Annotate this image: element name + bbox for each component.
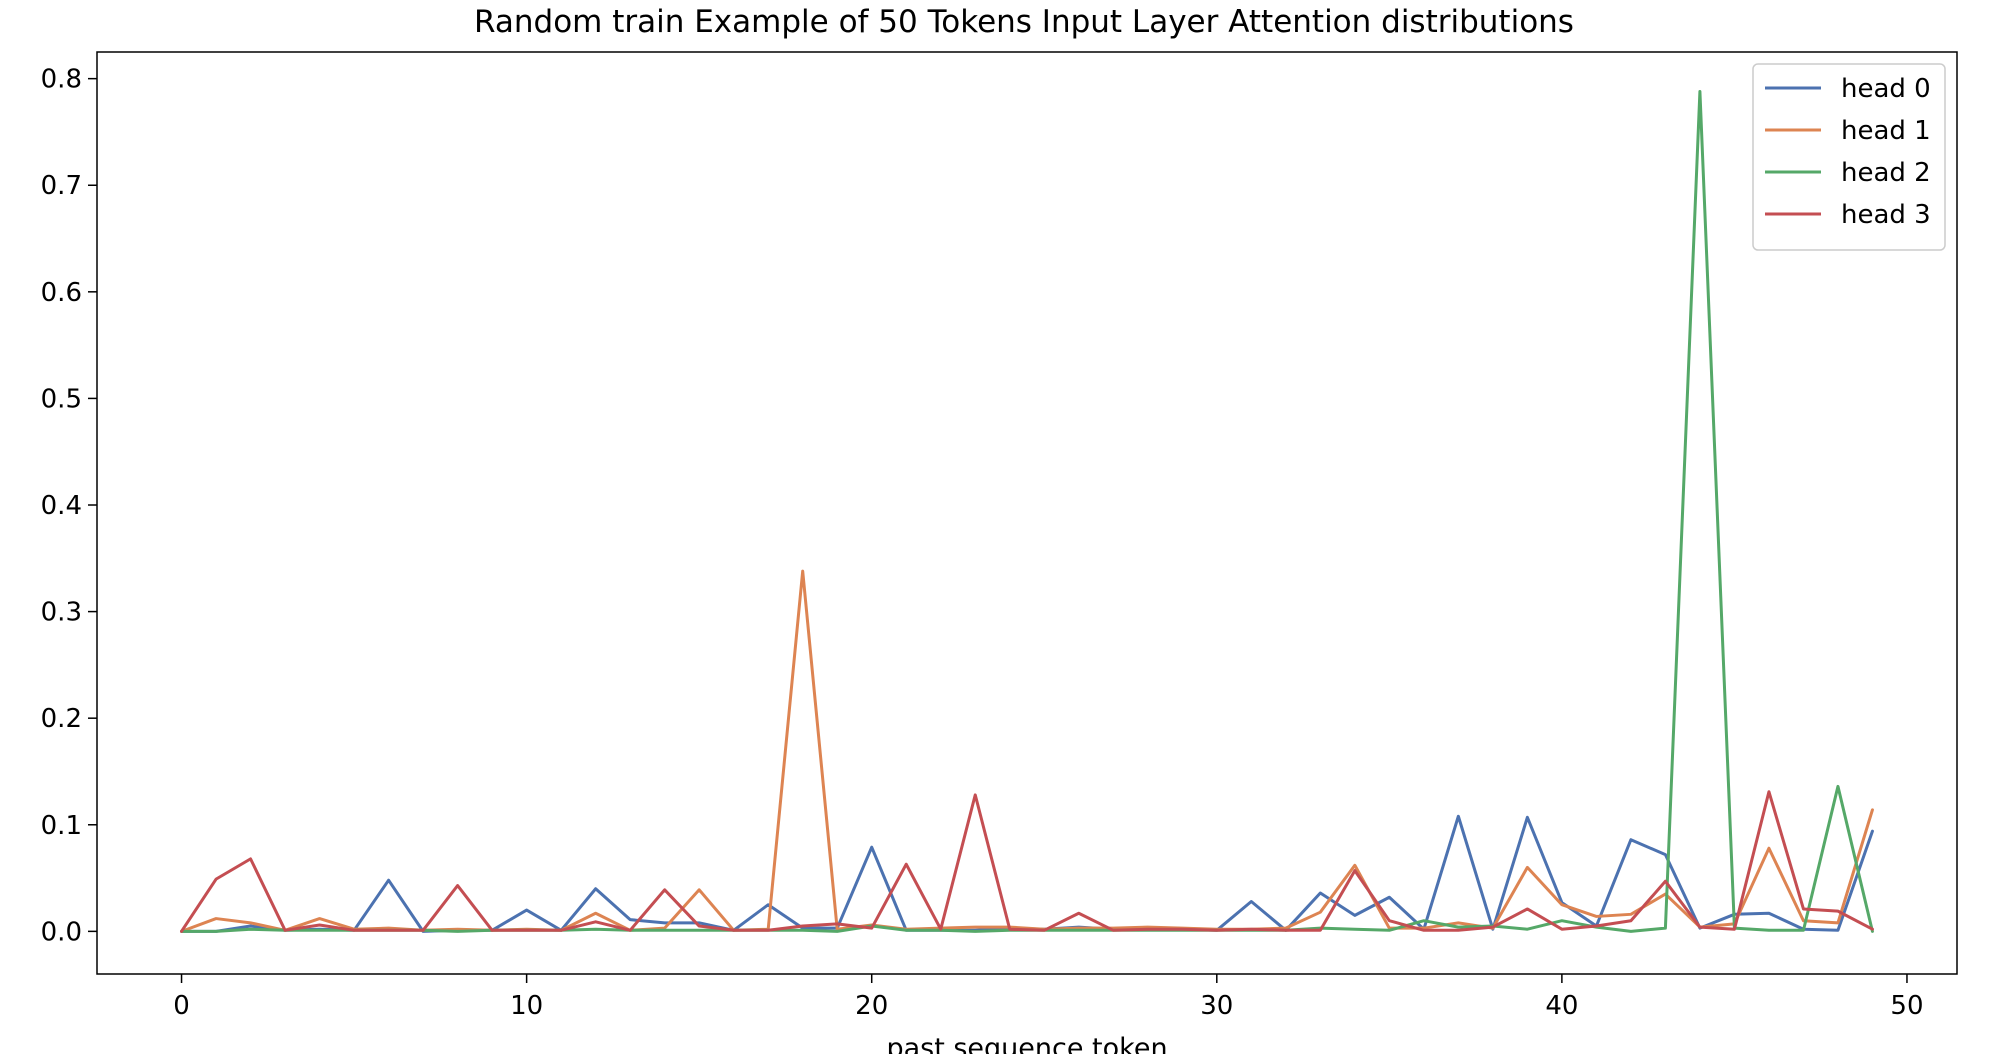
plot-area bbox=[180, 89, 1874, 933]
series-line-head-1 bbox=[180, 569, 1874, 933]
legend-label: head 1 bbox=[1841, 116, 1931, 146]
legend-label: head 3 bbox=[1841, 200, 1931, 230]
y-tick-label: 0.5 bbox=[41, 384, 82, 414]
legend-label: head 2 bbox=[1841, 158, 1931, 188]
x-tick-label: 50 bbox=[1890, 991, 1923, 1021]
y-tick-label: 0.6 bbox=[41, 278, 82, 308]
x-tick-label: 20 bbox=[855, 991, 888, 1021]
legend-label: head 0 bbox=[1841, 74, 1931, 104]
y-tick-label: 0.0 bbox=[41, 917, 82, 947]
chart-title: Random train Example of 50 Tokens Input … bbox=[474, 4, 1574, 40]
y-tick-label: 0.8 bbox=[41, 65, 82, 95]
x-axis-label: past sequence token bbox=[886, 1033, 1167, 1054]
y-tick-label: 0.4 bbox=[41, 491, 82, 521]
x-axis: 0 10 20 30 40 50 bbox=[173, 974, 1924, 1021]
y-tick-label: 0.3 bbox=[41, 598, 82, 628]
y-axis: 0.0 0.1 0.2 0.3 0.4 0.5 0.6 0.7 0.8 bbox=[41, 65, 97, 947]
y-tick-label: 0.2 bbox=[41, 704, 82, 734]
series-line-head-3 bbox=[180, 790, 1874, 933]
x-tick-label: 10 bbox=[510, 991, 543, 1021]
legend-box bbox=[1752, 63, 1946, 251]
x-tick-label: 30 bbox=[1200, 991, 1233, 1021]
plot-frame bbox=[96, 51, 1958, 975]
y-tick-label: 0.1 bbox=[41, 811, 82, 841]
legend: head 0 head 1 head 2 head 3 bbox=[1752, 63, 1946, 251]
x-tick-label: 40 bbox=[1545, 991, 1578, 1021]
y-tick-label: 0.7 bbox=[41, 171, 82, 201]
x-tick-label: 0 bbox=[173, 991, 190, 1021]
